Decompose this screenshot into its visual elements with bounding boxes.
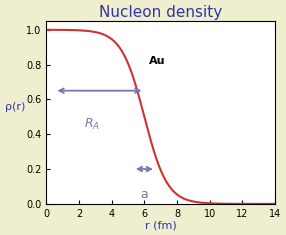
Text: a: a	[140, 188, 148, 201]
Text: Au: Au	[149, 56, 166, 66]
Y-axis label: ρ(r): ρ(r)	[5, 102, 25, 113]
Text: $R_A$: $R_A$	[84, 117, 100, 132]
Title: Nucleon density: Nucleon density	[99, 5, 222, 20]
X-axis label: r (fm): r (fm)	[145, 220, 176, 230]
